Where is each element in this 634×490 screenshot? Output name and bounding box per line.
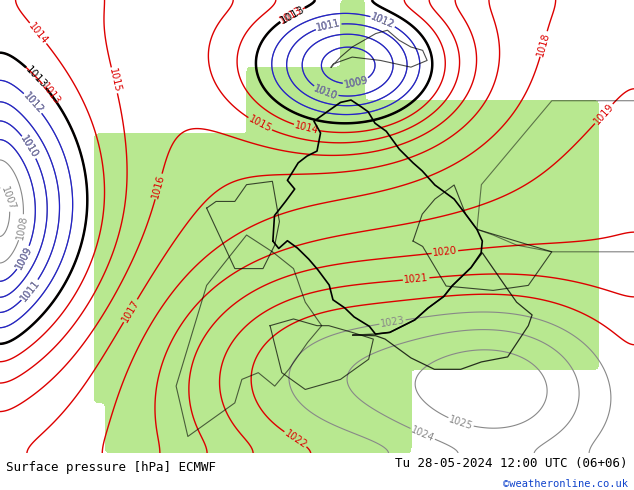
Text: 1018: 1018	[536, 31, 552, 57]
Text: 1021: 1021	[403, 273, 429, 285]
Text: 1013: 1013	[278, 3, 306, 25]
Text: Surface pressure [hPa] ECMWF: Surface pressure [hPa] ECMWF	[6, 462, 216, 474]
Text: 1009: 1009	[343, 75, 369, 90]
Text: 1019: 1019	[592, 101, 616, 126]
Text: ©weatheronline.co.uk: ©weatheronline.co.uk	[503, 480, 628, 490]
Text: 1011: 1011	[315, 18, 342, 33]
Text: 1014: 1014	[294, 121, 320, 136]
Text: 1009: 1009	[343, 75, 369, 90]
Text: 1009: 1009	[14, 245, 34, 271]
Text: 1013: 1013	[39, 81, 62, 107]
Text: 1012: 1012	[370, 12, 396, 30]
Text: 1022: 1022	[283, 428, 309, 450]
Text: 1007: 1007	[0, 185, 16, 212]
Text: 1010: 1010	[19, 134, 40, 160]
Text: 1015: 1015	[107, 67, 122, 94]
Text: 1012: 1012	[21, 91, 45, 116]
Text: 1020: 1020	[432, 246, 458, 258]
Text: 1012: 1012	[370, 12, 396, 30]
Text: 1017: 1017	[120, 297, 141, 324]
Text: 1012: 1012	[21, 91, 45, 116]
Text: 1013: 1013	[23, 64, 49, 90]
Text: 1025: 1025	[448, 414, 474, 431]
Text: 1016: 1016	[151, 173, 167, 199]
Text: 1015: 1015	[247, 114, 273, 134]
Text: 1013: 1013	[278, 5, 304, 25]
Text: 1008: 1008	[15, 215, 29, 240]
Text: 1024: 1024	[410, 424, 436, 443]
Text: 1010: 1010	[313, 83, 339, 101]
Text: 1011: 1011	[18, 277, 42, 303]
Text: 1011: 1011	[315, 18, 342, 33]
Text: 1014: 1014	[27, 21, 49, 46]
Text: 1010: 1010	[19, 134, 40, 160]
Text: 1010: 1010	[313, 83, 339, 101]
Text: 1009: 1009	[14, 245, 34, 271]
Text: 1023: 1023	[380, 315, 405, 329]
Text: 1011: 1011	[18, 277, 42, 303]
Text: Tu 28-05-2024 12:00 UTC (06+06): Tu 28-05-2024 12:00 UTC (06+06)	[395, 457, 628, 470]
